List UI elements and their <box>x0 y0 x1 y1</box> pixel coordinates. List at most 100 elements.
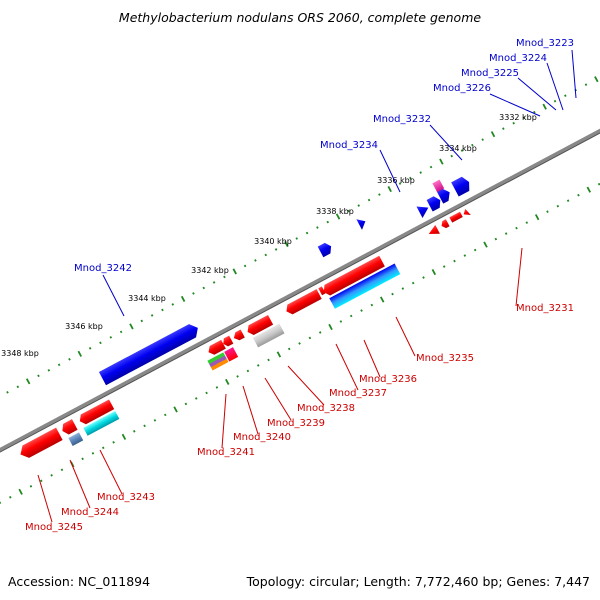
scale-label-3344: 3344 kbp <box>128 294 166 303</box>
label-mnod-3236[interactable]: Mnod_3236 <box>359 374 417 385</box>
top-minor-tick <box>254 259 257 262</box>
label-mnod-3235[interactable]: Mnod_3235 <box>416 353 474 364</box>
top-major-tick <box>180 295 186 302</box>
gene-mnod-3242[interactable] <box>98 321 201 386</box>
label-mnod-3242[interactable]: Mnod_3242 <box>74 263 132 274</box>
label-mnod-3231[interactable]: Mnod_3231 <box>516 303 574 314</box>
gene-mnod-3241[interactable] <box>206 339 226 357</box>
label-mnod-3241[interactable]: Mnod_3241 <box>197 447 255 458</box>
bottom-minor-tick <box>194 397 198 400</box>
top-major-tick <box>594 76 599 83</box>
top-minor-tick <box>429 165 433 169</box>
gene-mnod-3245[interactable] <box>17 427 63 461</box>
bottom-minor-tick <box>143 424 146 428</box>
bottom-major-tick <box>18 488 23 495</box>
bottom-minor-tick <box>112 441 115 444</box>
top-minor-tick <box>450 154 453 158</box>
label-mnod-3238[interactable]: Mnod_3238 <box>297 403 355 414</box>
gene-mnod-3240-b[interactable] <box>224 347 239 362</box>
bottom-minor-tick <box>515 226 518 230</box>
label-mnod-3234[interactable]: Mnod_3234 <box>320 140 378 151</box>
gene-mnod-3236[interactable] <box>321 255 385 298</box>
bottom-minor-tick <box>308 336 312 340</box>
top-minor-tick <box>471 143 474 147</box>
gene-mnod-3244[interactable] <box>60 419 78 436</box>
bottom-major-tick <box>276 351 282 358</box>
bottom-minor-tick <box>349 314 353 318</box>
top-minor-tick <box>37 374 40 378</box>
gene-mnod-3234[interactable] <box>317 241 334 258</box>
gene-mnod-3238-b[interactable] <box>252 323 285 348</box>
gene-mnod-3237[interactable] <box>284 289 322 316</box>
genome-track <box>0 76 600 505</box>
gene-mnod-3238[interactable] <box>245 314 274 337</box>
gene-mnod-3231-c[interactable] <box>462 208 471 218</box>
gene-mnod-3241-b[interactable] <box>207 352 229 371</box>
label-mnod-3244[interactable]: Mnod_3244 <box>61 507 119 518</box>
reverse-gene-labels: Mnod_3231 Mnod_3235 Mnod_3236 Mnod_3237 … <box>25 303 574 533</box>
bottom-minor-tick <box>453 259 456 263</box>
gene-mnod-3226[interactable] <box>416 202 431 219</box>
callout-mnod-3232 <box>429 124 463 161</box>
gene-mnod-3237-b[interactable] <box>318 286 326 296</box>
gene-mnod-3224[interactable] <box>436 186 453 204</box>
bottom-minor-tick <box>205 391 208 395</box>
forward-callouts <box>102 49 577 317</box>
top-major-tick <box>335 213 341 220</box>
gene-mnod-3231-b[interactable] <box>440 219 450 229</box>
bottom-major-tick <box>534 214 540 221</box>
label-mnod-3245[interactable]: Mnod_3245 <box>25 522 83 533</box>
bottom-minor-tick <box>81 457 84 461</box>
gene-mnod-3232[interactable] <box>356 216 368 230</box>
label-mnod-3225[interactable]: Mnod_3225 <box>461 68 519 79</box>
label-mnod-3239[interactable]: Mnod_3239 <box>267 418 325 429</box>
label-mnod-3224[interactable]: Mnod_3224 <box>489 53 547 64</box>
bottom-minor-tick <box>298 342 301 345</box>
label-mnod-3240[interactable]: Mnod_3240 <box>233 432 291 443</box>
bottom-minor-tick <box>360 309 363 312</box>
bottom-minor-tick <box>60 468 64 472</box>
callout-mnod-3224 <box>546 62 564 111</box>
bottom-major-tick <box>328 323 333 331</box>
gene-mnod-3243[interactable] <box>77 399 115 426</box>
gene-mnod-3243-b[interactable] <box>83 410 120 436</box>
top-minor-tick <box>357 204 360 207</box>
top-minor-tick <box>378 193 381 196</box>
callout-mnod-3234 <box>379 149 401 193</box>
top-minor-tick <box>481 138 484 141</box>
top-major-tick <box>439 158 444 165</box>
bottom-minor-tick <box>246 369 250 373</box>
gene-mnod-3231-a[interactable] <box>426 224 440 239</box>
bottom-minor-tick <box>422 276 425 279</box>
bottom-minor-tick <box>287 347 291 351</box>
gene-mnod-3223[interactable] <box>432 179 445 193</box>
gene-mnod-3239[interactable] <box>232 329 245 343</box>
label-mnod-3243[interactable]: Mnod_3243 <box>97 492 155 503</box>
callout-mnod-3241 <box>221 393 227 449</box>
gene-mnod-3240[interactable] <box>221 335 234 348</box>
label-mnod-3223[interactable]: Mnod_3223 <box>516 38 574 49</box>
label-mnod-3232[interactable]: Mnod_3232 <box>373 114 431 125</box>
label-mnod-3237[interactable]: Mnod_3237 <box>329 388 387 399</box>
bottom-minor-tick <box>494 237 498 241</box>
top-minor-tick <box>119 330 123 334</box>
top-minor-tick <box>150 314 154 317</box>
bottom-minor-tick <box>102 446 105 450</box>
scale-label-3346: 3346 kbp <box>65 322 103 331</box>
gene-mnod-3244-b[interactable] <box>68 432 84 447</box>
bottom-minor-tick <box>236 375 239 378</box>
scale-label-3336: 3336 kbp <box>377 176 415 185</box>
top-minor-tick <box>140 319 144 323</box>
bottom-tick-row <box>0 182 600 505</box>
callout-mnod-3237 <box>335 343 359 391</box>
label-mnod-3226[interactable]: Mnod_3226 <box>433 83 491 94</box>
gene-mnod-3225[interactable] <box>426 194 444 212</box>
genome-summary: Topology: circular; Length: 7,772,460 bp… <box>246 574 590 589</box>
top-minor-tick <box>264 253 268 257</box>
genome-backbone <box>0 100 600 480</box>
gene-mnod-3231[interactable] <box>449 211 463 223</box>
gene-mnod-3235[interactable] <box>329 263 401 309</box>
forward-gene-labels: Mnod_3223 Mnod_3224 Mnod_3225 Mnod_3226 … <box>74 38 574 274</box>
gene-edge-blue[interactable] <box>451 175 473 197</box>
